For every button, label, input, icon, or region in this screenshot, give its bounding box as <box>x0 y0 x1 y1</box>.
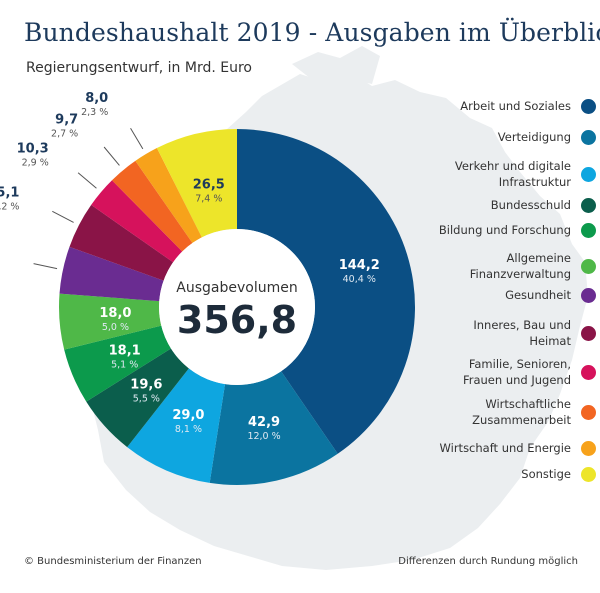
rounding-note: Differenzen durch Rundung möglich <box>398 556 578 567</box>
pct-label-wirtschaftliche-zusammenarbeit: 2,7 % <box>51 128 78 139</box>
legend-swatch <box>581 129 596 145</box>
center-label: Ausgabevolumen <box>176 280 297 296</box>
value-label-wirtschaft-und-energie: 8,0 <box>85 91 108 106</box>
pct-label-allgemeine-finanzverwaltung: 5,0 % <box>102 322 129 333</box>
value-label-verkehr-und-digitale-infrastruktur: 29,0 <box>172 408 204 423</box>
legend-item-gesundheit: Gesundheit <box>410 287 596 303</box>
slice-verkehr-und-digitale-infrastruktur <box>127 368 226 483</box>
legend-label: Wirtschaft und Energie <box>439 441 571 455</box>
value-label-bundesschuld: 19,6 <box>130 378 162 393</box>
slice-wirtschaft-und-energie <box>135 148 202 243</box>
pct-label-wirtschaft-und-energie: 2,3 % <box>81 107 108 118</box>
slice-gesundheit <box>59 246 164 302</box>
value-label-bildung-und-forschung: 18,1 <box>109 344 141 359</box>
center-value: 356,8 <box>177 298 297 342</box>
callout-line-wirtschaftliche-zusammenarbeit <box>103 146 120 166</box>
legend-item-familie-senioren-frauen-und-jugend: Familie, Senioren, Frauen und Jugend <box>410 356 596 388</box>
legend-label: Wirtschaftliche Zusammenarbeit <box>472 397 571 427</box>
donut-center <box>159 229 315 385</box>
slice-allgemeine-finanzverwaltung <box>59 293 162 350</box>
slice-arbeit-und-soziales <box>237 129 415 454</box>
pct-label-inneres-bau-und-heimat: 4,2 % <box>0 201 19 212</box>
pct-label-verkehr-und-digitale-infrastruktur: 8,1 % <box>175 424 202 435</box>
callout-line-gesundheit <box>33 263 58 270</box>
legend-item-bildung-und-forschung: Bildung und Forschung <box>410 222 596 238</box>
legend-label: Gesundheit <box>505 288 571 302</box>
pct-label-bundesschuld: 5,5 % <box>133 394 160 405</box>
legend-label: Allgemeine Finanzverwaltung <box>469 251 571 281</box>
legend-item-bundesschuld: Bundesschuld <box>410 197 596 213</box>
legend-item-wirtschaft-und-energie: Wirtschaft und Energie <box>410 440 596 456</box>
legend-swatch <box>581 98 596 114</box>
slice-bildung-und-forschung <box>64 325 171 402</box>
page-title: Bundeshaushalt 2019 - Ausgaben im Überbl… <box>24 18 600 47</box>
legend-swatch <box>581 166 596 182</box>
slice-familie-senioren-frauen-und-jugend <box>91 180 183 263</box>
callout-line-inneres-bau-und-heimat <box>52 210 74 223</box>
legend-label: Bildung und Forschung <box>438 223 571 237</box>
legend-item-verteidigung: Verteidigung <box>410 129 596 145</box>
pct-label-bildung-und-forschung: 5,1 % <box>111 360 138 371</box>
pct-label-verteidigung: 12,0 % <box>247 431 280 442</box>
legend-item-allgemeine-finanzverwaltung: Allgemeine Finanzverwaltung <box>410 250 596 282</box>
slice-bundesschuld <box>86 348 189 448</box>
legend-item-verkehr-und-digitale-infrastruktur: Verkehr und digitale Infrastruktur <box>410 158 596 190</box>
callout-line-wirtschaft-und-energie <box>130 128 144 150</box>
page-subtitle: Regierungsentwurf, in Mrd. Euro <box>26 60 252 76</box>
pct-label-familie-senioren-frauen-und-jugend: 2,9 % <box>22 158 49 169</box>
legend-label: Arbeit und Soziales <box>460 99 571 113</box>
legend-swatch <box>581 258 596 274</box>
legend-swatch <box>581 325 596 341</box>
legend-item-wirtschaftliche-zusammenarbeit: Wirtschaftliche Zusammenarbeit <box>410 396 596 428</box>
value-label-sonstige: 26,5 <box>193 177 225 192</box>
pct-label-arbeit-und-soziales: 40,4 % <box>343 274 376 285</box>
legend-swatch <box>581 222 596 238</box>
legend-swatch <box>581 404 596 420</box>
legend-item-inneres-bau-und-heimat: Inneres, Bau und Heimat <box>410 317 596 349</box>
value-label-wirtschaftliche-zusammenarbeit: 9,7 <box>55 112 78 127</box>
legend-swatch <box>581 364 596 380</box>
copyright-note: © Bundesministerium der Finanzen <box>24 556 202 567</box>
legend-label: Inneres, Bau und Heimat <box>473 318 571 348</box>
legend-label: Verkehr und digitale Infrastruktur <box>454 159 571 189</box>
legend-swatch <box>581 287 596 303</box>
value-label-familie-senioren-frauen-und-jugend: 10,3 <box>17 142 49 157</box>
germany-map-north-coast <box>292 46 380 86</box>
legend-swatch <box>581 197 596 213</box>
callout-line-familie-senioren-frauen-und-jugend <box>77 172 97 189</box>
legend-label: Sonstige <box>521 467 571 481</box>
slice-inneres-bau-und-heimat <box>69 204 174 281</box>
legend-label: Verteidigung <box>497 130 571 144</box>
slice-wirtschaftliche-zusammenarbeit <box>111 160 193 252</box>
legend-swatch <box>581 466 596 482</box>
value-label-inneres-bau-und-heimat: 15,1 <box>0 185 19 200</box>
value-label-allgemeine-finanzverwaltung: 18,0 <box>99 306 131 321</box>
slice-sonstige <box>156 129 237 238</box>
slice-verteidigung <box>209 371 338 485</box>
pct-label-sonstige: 7,4 % <box>195 193 222 204</box>
legend-label: Bundesschuld <box>490 198 571 212</box>
value-label-verteidigung: 42,9 <box>248 415 280 430</box>
value-label-arbeit-und-soziales: 144,2 <box>339 258 380 273</box>
legend-item-arbeit-und-soziales: Arbeit und Soziales <box>410 98 596 114</box>
legend-swatch <box>581 440 596 456</box>
legend-label: Familie, Senioren, Frauen und Jugend <box>462 357 571 387</box>
legend-item-sonstige: Sonstige <box>410 466 596 482</box>
